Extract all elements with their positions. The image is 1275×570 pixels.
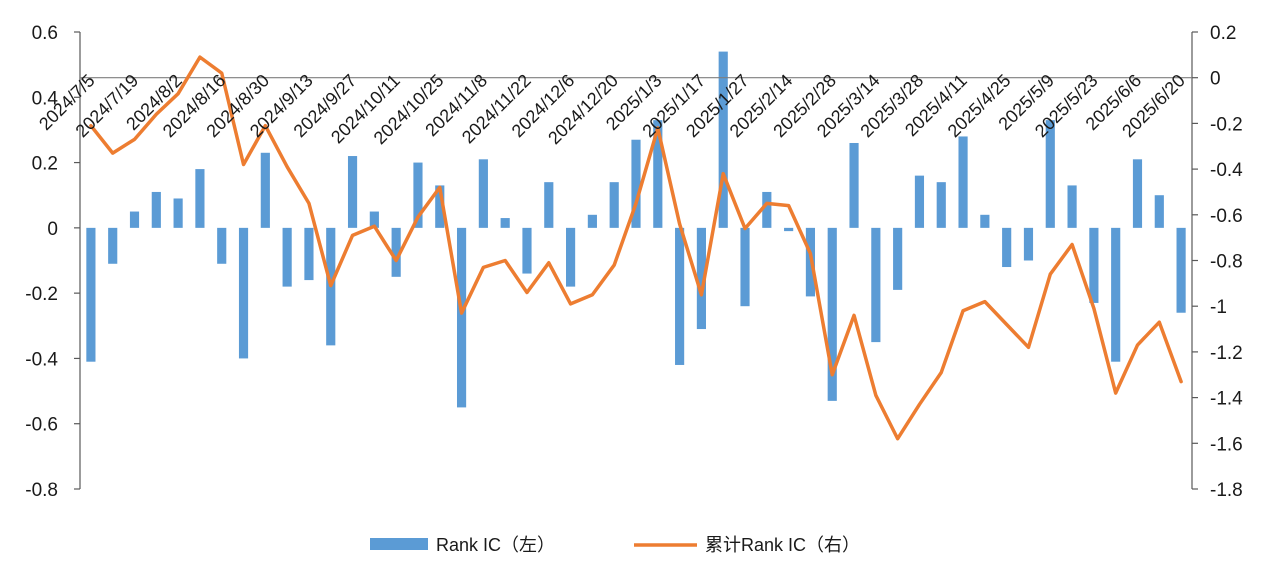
bar-rank-ic	[740, 227, 750, 307]
bar-rank-ic	[980, 214, 990, 228]
bar-rank-ic	[1002, 227, 1012, 268]
x-tick-labels: 2024/7/52024/7/192024/8/22024/8/162024/8…	[35, 70, 1189, 148]
bar-rank-ic	[347, 156, 358, 228]
bar-rank-ic	[217, 227, 227, 264]
line-series	[89, 55, 1183, 441]
legend-label-rank-ic: Rank IC（左）	[436, 535, 555, 555]
bar-rank-ic	[369, 211, 379, 228]
bar-rank-ic	[958, 136, 968, 228]
y-right-tick-label: 0	[1210, 69, 1221, 90]
bar-rank-ic	[849, 142, 859, 228]
bar-rank-ic	[1089, 227, 1099, 303]
bar-rank-ic	[500, 218, 510, 228]
bar-rank-ic	[631, 139, 641, 228]
bar-rank-ic	[936, 182, 946, 228]
y-left-tick-label: 0.2	[32, 154, 58, 175]
y-right-tick-label: -1.6	[1210, 434, 1243, 455]
bar-rank-ic	[456, 227, 467, 408]
y-right-tick-label: -1.8	[1210, 480, 1243, 501]
bar-rank-ic	[108, 227, 118, 264]
y-right-tick-label: -1	[1210, 297, 1227, 318]
bar-rank-ic	[260, 152, 270, 228]
bar-rank-ic	[566, 227, 576, 287]
bar-rank-ic	[914, 175, 925, 228]
bar-rank-ic	[522, 227, 532, 274]
y-left-tick-label: 0.6	[32, 23, 58, 44]
y-left-tick-label: -0.8	[25, 480, 58, 501]
bar-rank-ic	[1176, 227, 1186, 313]
y-left-tick-label: -0.2	[25, 284, 58, 305]
y-left-tick-label: 0.4	[32, 88, 59, 109]
bar-rank-ic	[675, 227, 685, 365]
y-left-tick-label: -0.6	[25, 415, 58, 436]
axes: -0.8 -0.6 -0.4 -0.2 0 0.2 0.4 0.6 -1.8 -1.6 -1.4 -1…	[25, 23, 1243, 501]
bar-rank-ic	[609, 182, 619, 228]
bar-rank-ic	[238, 227, 249, 359]
bar-rank-ic	[1132, 159, 1143, 228]
bar-rank-ic	[1154, 195, 1164, 228]
bar-rank-ic	[413, 162, 423, 228]
line-cumulative-rank-ic	[89, 55, 1183, 441]
bar-rank-ic	[195, 169, 205, 228]
y-right-tick-label: -0.6	[1210, 206, 1243, 227]
bar-rank-ic	[762, 191, 772, 228]
bar-rank-ic	[784, 227, 794, 232]
y-right-tick-label: -1.4	[1210, 389, 1243, 410]
bar-rank-ic	[544, 182, 554, 228]
y-left-tick-label: -0.4	[25, 349, 58, 370]
legend: Rank IC（左） 累计Rank IC（右）	[370, 535, 860, 555]
bar-rank-ic	[304, 227, 314, 281]
legend-label-cum-rank-ic: 累计Rank IC（右）	[705, 535, 860, 555]
y-right-tick-label: 0.2	[1210, 23, 1236, 44]
bar-rank-ic	[1023, 227, 1034, 261]
bar-rank-ic	[151, 191, 161, 228]
y-right-tick-label: -1.2	[1210, 343, 1243, 364]
bar-rank-ic	[871, 227, 881, 343]
bar-rank-ic	[173, 198, 183, 228]
y-right-tick-label: -0.8	[1210, 252, 1243, 273]
bar-rank-ic	[587, 214, 597, 228]
y-right-tick-label: -0.2	[1210, 114, 1243, 135]
bar-rank-ic	[696, 227, 706, 330]
bar-rank-ic	[718, 51, 728, 228]
bar-rank-ic	[86, 227, 96, 362]
bar-rank-ic	[1067, 185, 1077, 228]
bar-rank-ic	[478, 159, 488, 228]
bar-rank-ic	[282, 227, 292, 287]
bar-rank-ic	[435, 185, 445, 228]
y-right-tick-label: -0.4	[1210, 160, 1243, 181]
y-left-tick-label: 0	[47, 219, 58, 240]
bar-rank-ic	[827, 227, 837, 401]
legend-swatch-rank-ic	[370, 538, 428, 550]
bar-rank-ic	[653, 120, 663, 228]
bar-rank-ic	[1111, 227, 1121, 362]
bar-rank-ic	[391, 227, 401, 277]
bar-rank-ic	[1045, 120, 1055, 228]
bar-rank-ic	[129, 211, 140, 228]
bar-rank-ic	[893, 227, 903, 290]
